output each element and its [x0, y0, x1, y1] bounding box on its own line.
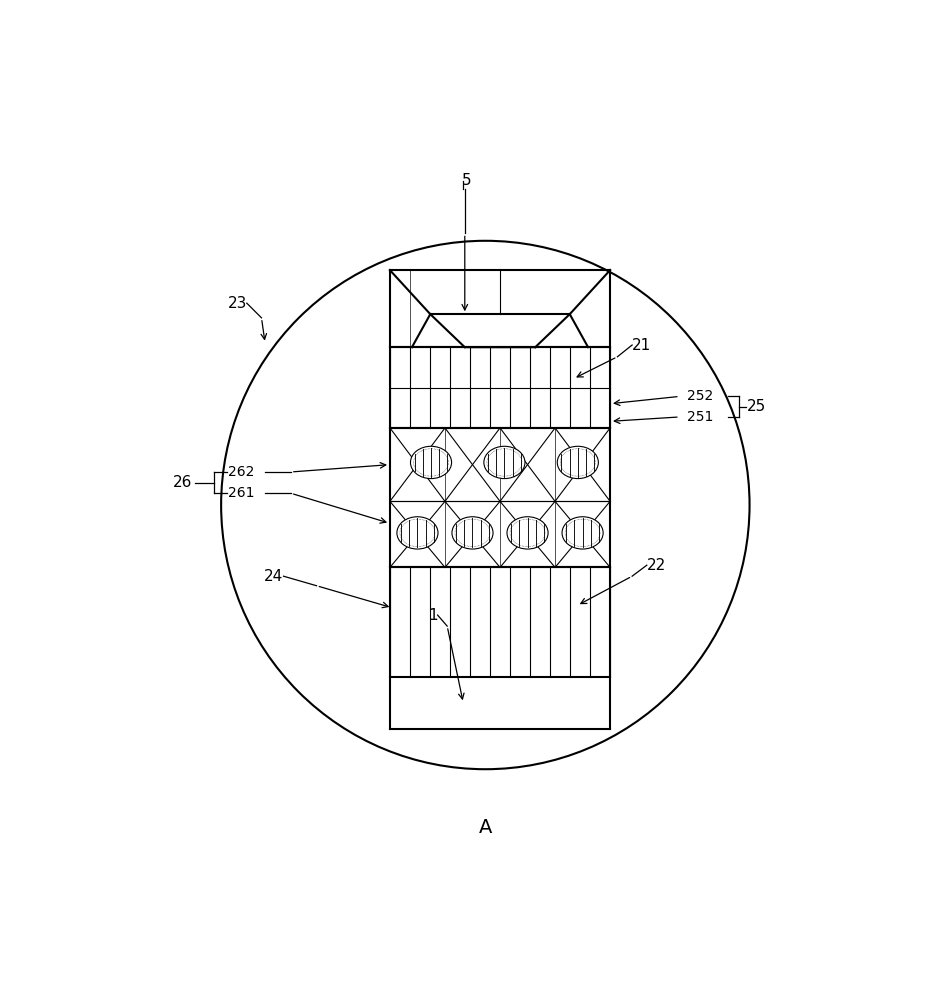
Text: 24: 24: [264, 569, 283, 584]
Ellipse shape: [557, 446, 599, 479]
Ellipse shape: [507, 517, 548, 549]
Text: 26: 26: [172, 475, 192, 490]
Text: 25: 25: [747, 399, 767, 414]
Text: 5: 5: [462, 173, 472, 188]
Text: 22: 22: [647, 558, 666, 573]
Text: 251: 251: [688, 410, 713, 424]
Ellipse shape: [452, 517, 493, 549]
Ellipse shape: [410, 446, 452, 479]
Ellipse shape: [397, 517, 438, 549]
Text: 23: 23: [227, 296, 247, 311]
Text: 261: 261: [228, 486, 255, 500]
Text: 262: 262: [228, 465, 255, 479]
Text: A: A: [478, 818, 492, 837]
Text: 1: 1: [428, 608, 438, 623]
Text: 21: 21: [633, 338, 652, 353]
Text: 252: 252: [688, 389, 713, 403]
Ellipse shape: [484, 446, 525, 479]
Ellipse shape: [562, 517, 603, 549]
